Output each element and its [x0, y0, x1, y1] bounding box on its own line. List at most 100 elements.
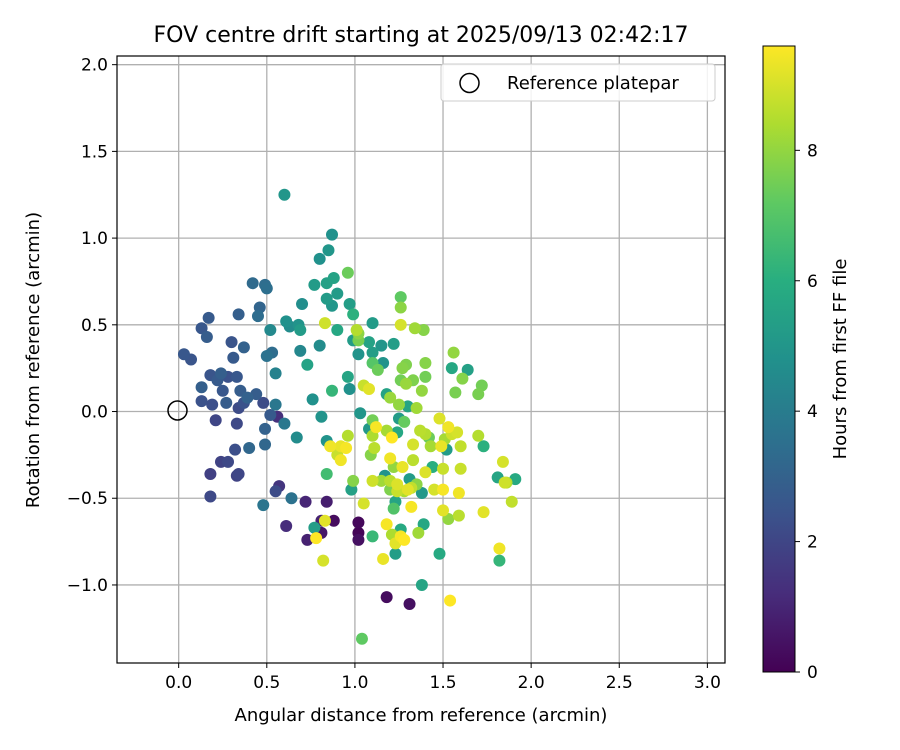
data-point [230, 370, 243, 383]
data-point [428, 483, 441, 496]
data-point [343, 298, 356, 311]
data-point [454, 462, 467, 475]
data-point [400, 377, 413, 390]
data-point [394, 291, 407, 304]
data-point [310, 532, 323, 545]
data-point [264, 408, 277, 421]
data-point [320, 467, 333, 480]
data-point [437, 483, 450, 496]
data-point [317, 554, 330, 567]
data-point [327, 271, 340, 284]
legend: Reference platepar [440, 63, 716, 102]
data-point [371, 363, 384, 376]
data-point [204, 467, 217, 480]
data-point [366, 474, 379, 487]
data-point [419, 466, 432, 479]
data-point [387, 337, 400, 350]
data-point [396, 461, 409, 474]
data-point [243, 441, 256, 454]
data-point [437, 504, 450, 517]
legend-box [440, 63, 716, 102]
data-point [451, 426, 464, 439]
data-point [301, 358, 314, 371]
data-point [412, 526, 425, 539]
data-point [493, 542, 506, 555]
data-point [419, 356, 432, 369]
colorbar: 0 2 4 6 8 Hours from first FF file [762, 45, 851, 683]
data-point [308, 278, 321, 291]
data-point [387, 502, 400, 515]
data-point [384, 452, 397, 465]
data-point [408, 322, 421, 335]
data-point [251, 310, 264, 323]
data-point [370, 421, 383, 434]
data-point [461, 363, 474, 376]
data-point [435, 440, 448, 453]
data-point [264, 324, 277, 337]
data-point [375, 339, 388, 352]
data-point [225, 336, 238, 349]
data-point [442, 513, 455, 526]
chart-title: FOV centre drift starting at 2025/09/13 … [154, 23, 689, 48]
data-point [456, 372, 469, 385]
x-tick-label: 2.5 [606, 673, 633, 693]
data-point [401, 483, 414, 496]
data-point [214, 367, 227, 380]
data-point [452, 509, 465, 522]
data-point [398, 415, 411, 428]
data-point [296, 298, 309, 311]
data-point [498, 476, 511, 489]
data-point [331, 324, 344, 337]
y-tick-label: 1.5 [81, 142, 108, 162]
data-point [415, 384, 428, 397]
colorbar-tick-label: 2 [807, 533, 818, 553]
x-tick-label: 3.0 [694, 673, 721, 693]
data-point [285, 492, 298, 505]
data-point [222, 455, 235, 468]
data-point [496, 455, 509, 468]
data-point [334, 454, 347, 467]
data-point [200, 330, 213, 343]
data-point [322, 244, 335, 257]
data-point [363, 336, 376, 349]
data-point [195, 381, 208, 394]
data-point [269, 485, 282, 498]
x-tick-label: 0.0 [165, 673, 192, 693]
data-point [324, 440, 337, 453]
plot-frame [116, 55, 726, 664]
y-tick-label: 1.0 [81, 229, 108, 249]
data-point [237, 341, 250, 354]
colorbar-tick-label: 0 [807, 663, 818, 683]
data-point [299, 495, 312, 508]
data-point [477, 440, 490, 453]
y-tick-label: −0.5 [67, 489, 108, 509]
data-point [472, 429, 485, 442]
data-point [394, 301, 407, 314]
data-point [260, 282, 273, 295]
data-point [347, 308, 360, 321]
y-tick-label: −1.0 [67, 576, 108, 596]
data-point [452, 487, 465, 500]
data-point [216, 384, 229, 397]
data-point [380, 591, 393, 604]
data-point [229, 443, 242, 456]
data-point [357, 497, 370, 510]
data-point [403, 598, 416, 611]
legend-marker-icon [459, 72, 480, 94]
data-point [352, 348, 365, 361]
data-point [308, 521, 321, 534]
data-point [368, 441, 381, 454]
data-point [375, 474, 388, 487]
data-point [313, 252, 326, 265]
x-axis-ticks: 0.0 0.5 1.0 1.5 2.0 2.5 3.0 [165, 663, 721, 693]
data-point [294, 344, 307, 357]
data-point [477, 506, 490, 519]
data-point [269, 398, 282, 411]
data-point [366, 346, 379, 359]
data-point [341, 266, 354, 279]
data-point [363, 382, 376, 395]
data-point [396, 362, 409, 375]
y-tick-label: 2.0 [81, 56, 108, 76]
y-axis-label: Rotation from reference (arcmin) [23, 212, 44, 508]
